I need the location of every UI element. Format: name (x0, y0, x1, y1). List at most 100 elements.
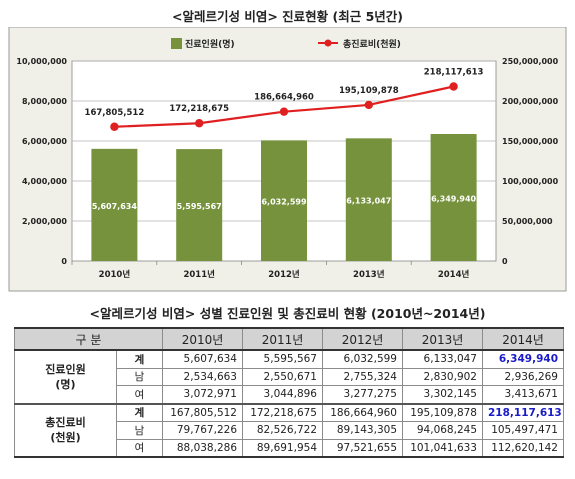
group-label: 총진료비 (천원) (14, 402, 117, 458)
x-tick-label: 2010년 (99, 269, 131, 280)
legend-line-label: 총진료비(천원) (343, 38, 401, 50)
line-point (364, 100, 373, 110)
y-tick-label-left: 2,000,000 (22, 217, 67, 226)
bar-value-label: 6,133,047 (346, 197, 391, 206)
table-cell: 6,349,940 (482, 349, 564, 369)
bar (176, 149, 223, 261)
data-table: 구 분 2010년 2011년 2012년 2013년 2014년 진료인원 (명… (14, 327, 564, 458)
group-label: 진료인원 (명) (14, 349, 117, 404)
group-label-line: 총진료비 (45, 416, 86, 430)
line-point (195, 119, 204, 128)
table-cell: 3,277,275 (322, 385, 403, 404)
y-tick-label-right: 250,000,000 (502, 57, 559, 66)
x-tick-label: 2012년 (268, 269, 300, 280)
chart: 0 2,000,000 4,000,000 6,000,000 8,000,000 10,… (8, 27, 567, 292)
legend-bar-swatch (171, 38, 182, 49)
bar (91, 148, 138, 261)
y-tick-label-right: 200,000,000 (502, 97, 559, 106)
header-year: 2011년 (242, 327, 323, 351)
table-row: 총진료비 (천원) 계 167,805,512 172,218,675 186,664,9… (14, 402, 564, 458)
table-cell: 97,521,655 (322, 438, 403, 458)
table-cell: 3,302,145 (402, 385, 483, 404)
bar-value-label: 6,032,599 (261, 198, 306, 207)
table-row: 남 79,767,226 82,526,722 89,143,305 94,068,24… (15, 421, 564, 440)
chart-title: <알레르기성 비염> 진료현황 (최근 5년간) (172, 9, 403, 24)
line-value-label: 186,664,960 (254, 93, 314, 103)
line-value-label: 218,117,613 (424, 68, 484, 78)
line-point (279, 107, 289, 116)
table-cell: 2,534,663 (162, 367, 243, 386)
bar (430, 134, 477, 261)
x-tick-label: 2011년 (183, 269, 215, 280)
group-label-unit: (명) (55, 377, 76, 391)
y-tick-label-right: 150,000,000 (502, 137, 559, 146)
bar (261, 140, 307, 261)
bar-value-label: 6,349,940 (431, 195, 476, 204)
header-year: 2013년 (402, 327, 483, 351)
table-cell: 172,218,675 (242, 402, 323, 422)
table-cell: 3,072,971 (162, 385, 243, 404)
y-tick-label-right: 0 (502, 257, 508, 266)
line-value-label: 167,805,512 (85, 108, 145, 118)
row-label: 여 (116, 438, 163, 458)
table-row: 남 2,534,663 2,550,671 2,755,324 2,830,902 2,9… (15, 367, 564, 386)
row-label: 여 (116, 385, 163, 404)
table-cell: 195,109,878 (402, 402, 483, 422)
table-cell: 6,032,599 (322, 349, 403, 369)
row-label: 남 (116, 421, 163, 440)
table-cell: 105,497,471 (482, 421, 564, 440)
table-cell: 2,550,671 (242, 367, 323, 386)
table-cell: 2,936,269 (482, 367, 564, 386)
table-cell: 101,041,633 (402, 438, 483, 458)
table-header-row: 구 분 2010년 2011년 2012년 2013년 2014년 (14, 327, 564, 351)
table-cell: 2,830,902 (402, 367, 483, 386)
table-title: <알레르기성 비염> 성별 진료인원 및 총진료비 현황 (2010년~2014… (89, 306, 486, 321)
y-tick-label-right: 50,000,000 (502, 217, 553, 226)
y-tick-label-left: 0 (61, 257, 67, 266)
table-cell: 112,620,142 (482, 438, 564, 458)
table-cell: 79,767,226 (162, 421, 243, 440)
table-cell: 3,044,896 (242, 385, 323, 404)
table-cell: 89,691,954 (242, 438, 323, 458)
y-tick-label-left: 4,000,000 (22, 177, 67, 186)
header-year: 2014년 (482, 327, 564, 351)
legend-line-marker (324, 39, 332, 47)
x-tick-label: 2014년 (438, 269, 470, 280)
y-tick-label-right: 100,000,000 (502, 177, 559, 186)
table-cell: 94,068,245 (402, 421, 483, 440)
table-cell: 5,595,567 (242, 349, 323, 369)
y-tick-label-left: 6,000,000 (22, 137, 67, 146)
y-tick-label-left: 8,000,000 (22, 97, 67, 106)
table-cell: 167,805,512 (162, 402, 243, 422)
table-row: 진료인원 (명) 계 5,607,634 5,595,567 6,032,599 6,133… (14, 349, 564, 404)
line-point (110, 122, 119, 131)
row-label: 남 (116, 367, 163, 386)
header-category: 구 분 (14, 327, 163, 351)
table-cell: 2,755,324 (322, 367, 403, 386)
legend-bar-label: 진료인원(명) (185, 38, 235, 50)
table-cell: 82,526,722 (242, 421, 323, 440)
y-tick-label-left: 10,000,000 (16, 57, 67, 66)
line-point (449, 82, 458, 91)
group-label-line: 진료인원 (45, 362, 86, 376)
table-cell: 88,038,286 (162, 438, 243, 458)
bar (345, 138, 392, 261)
bar-value-label: 5,607,634 (92, 202, 137, 211)
line-value-label: 195,109,878 (339, 86, 399, 96)
bar-value-label: 5,595,567 (177, 202, 222, 211)
table-cell: 6,133,047 (402, 349, 483, 369)
group-label-unit: (천원) (50, 431, 81, 445)
line-value-label: 172,218,675 (169, 104, 229, 114)
row-label: 계 (116, 402, 163, 422)
header-year: 2012년 (322, 327, 403, 351)
table-cell: 5,607,634 (162, 349, 243, 369)
table-body: 진료인원 (명) 계 5,607,634 5,595,567 6,032,599 6,133… (14, 349, 564, 458)
table-cell: 89,143,305 (322, 421, 403, 440)
row-label: 계 (116, 349, 163, 369)
table-row: 여 3,072,971 3,044,896 3,277,275 3,302,145 3,4… (15, 385, 564, 404)
table-row: 여 88,038,286 89,691,954 97,521,655 101,041,6… (15, 438, 564, 458)
table-cell: 3,413,671 (482, 385, 564, 404)
table-cell: 186,664,960 (322, 402, 403, 422)
x-tick-label: 2013년 (353, 269, 385, 280)
table-cell: 218,117,613 (482, 402, 564, 422)
